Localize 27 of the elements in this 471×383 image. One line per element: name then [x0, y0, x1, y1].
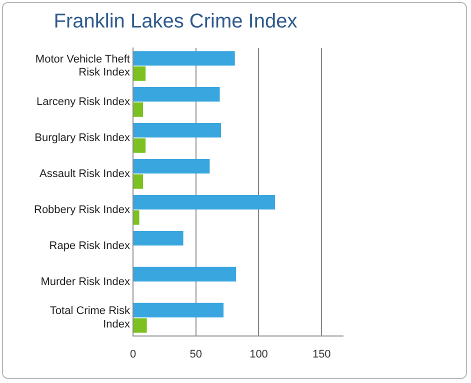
bar: [134, 210, 140, 225]
y-tick-label: Murder Risk Index: [40, 276, 130, 288]
bar: [134, 51, 235, 66]
bar: [134, 87, 220, 102]
bar: [134, 318, 147, 333]
bar: [134, 138, 146, 153]
bar: [134, 123, 222, 138]
y-tick-label: Motor Vehicle Theft Risk Index: [35, 53, 130, 79]
y-tick-label: Total Crime Risk Index: [50, 305, 130, 330]
bar: [134, 66, 146, 81]
x-tick-label: 50: [190, 348, 202, 360]
x-tick-label: 100: [250, 348, 268, 360]
y-tick-label: Rape Risk Index: [49, 240, 130, 252]
chart-title: Franklin Lakes Crime Index: [54, 10, 298, 33]
bar: [134, 194, 276, 210]
y-tick-label: Robbery Risk Index: [34, 204, 130, 216]
bar: [134, 230, 184, 246]
x-tick-label: 150: [312, 348, 331, 360]
y-tick-label: Assault Risk Index: [40, 168, 130, 180]
x-tick-label: 0: [130, 348, 136, 360]
bar: [134, 302, 224, 318]
bar: [134, 159, 210, 174]
bar: [134, 102, 144, 117]
bar: [134, 266, 236, 282]
y-tick-label: Larceny Risk Index: [36, 96, 130, 108]
bar: [134, 174, 144, 189]
y-tick-label: Burglary Risk Index: [34, 132, 130, 144]
